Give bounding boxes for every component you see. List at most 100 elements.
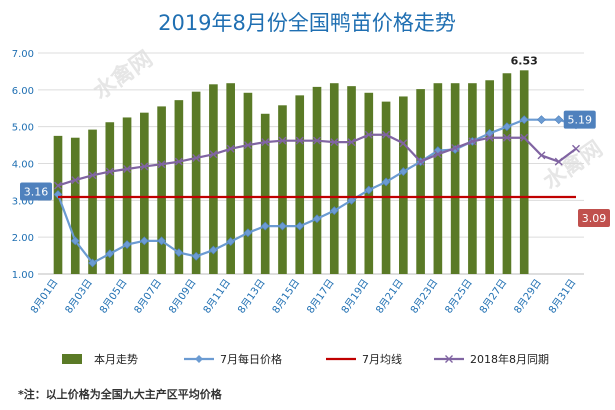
bar bbox=[381, 101, 391, 275]
line-point bbox=[502, 122, 512, 132]
line-point bbox=[295, 136, 304, 145]
bar bbox=[312, 86, 322, 275]
x-tick-label: 8月31日 bbox=[546, 277, 578, 316]
bar bbox=[209, 84, 218, 274]
line-point bbox=[243, 141, 252, 150]
bar bbox=[122, 117, 132, 274]
line-point bbox=[278, 136, 287, 145]
line-point bbox=[537, 115, 546, 125]
line-point bbox=[243, 228, 253, 238]
bar bbox=[260, 113, 270, 275]
bar bbox=[433, 83, 443, 274]
bar bbox=[399, 96, 408, 274]
bar bbox=[191, 91, 201, 274]
line-point bbox=[537, 151, 546, 160]
line-point bbox=[313, 136, 321, 145]
bar bbox=[226, 83, 235, 274]
line-point bbox=[382, 130, 391, 139]
line-point bbox=[364, 185, 374, 195]
y-axis: 1.00 2.00 3.00 4.00 5.00 6.00 7.00 bbox=[12, 49, 34, 281]
line-point bbox=[502, 133, 511, 142]
y-tick-label: 7.00 bbox=[12, 49, 34, 60]
line-point bbox=[70, 236, 80, 246]
legend: 本月走势 7月每日价格 7月均线 2018年8月同期 bbox=[62, 352, 549, 366]
y-tick-label: 1.00 bbox=[12, 270, 34, 281]
y-tick-label: 3.00 bbox=[12, 196, 34, 207]
x-tick-label: 8月11日 bbox=[201, 277, 233, 316]
line-point bbox=[192, 153, 201, 162]
x-tick-label: 8月09日 bbox=[166, 277, 198, 316]
line-point bbox=[208, 245, 218, 255]
line-point bbox=[123, 165, 132, 174]
line-point bbox=[260, 221, 270, 231]
y-tick-label: 6.00 bbox=[12, 86, 34, 97]
watermark-2: 水禽网 bbox=[539, 136, 608, 195]
line-point bbox=[261, 138, 270, 147]
legend-label: 7月均线 bbox=[362, 352, 402, 366]
x-tick-label: 8月29日 bbox=[512, 277, 544, 316]
x-tick-label: 8月27日 bbox=[477, 277, 509, 316]
line-point bbox=[398, 167, 408, 177]
line-point bbox=[347, 138, 356, 147]
bar bbox=[519, 70, 529, 274]
bar bbox=[468, 83, 477, 274]
callout-box bbox=[578, 209, 610, 228]
bar bbox=[416, 89, 425, 274]
x-tick-label: 8月19日 bbox=[339, 277, 371, 316]
bar bbox=[174, 100, 184, 274]
legend-marker bbox=[445, 355, 453, 363]
chart-title: 2019年8月份全国鸭苗价格走势 bbox=[158, 11, 456, 35]
bar bbox=[140, 112, 149, 274]
bar bbox=[53, 135, 63, 274]
bar bbox=[329, 83, 339, 274]
line-point bbox=[105, 167, 114, 176]
x-tick-label: 8月13日 bbox=[235, 277, 267, 316]
x-tick-label: 8月01日 bbox=[28, 277, 60, 316]
callout-box bbox=[563, 110, 596, 129]
line-point bbox=[226, 144, 235, 153]
bar bbox=[243, 92, 253, 274]
bar bbox=[70, 137, 80, 274]
bar bbox=[347, 86, 356, 275]
callout-box bbox=[20, 182, 52, 201]
line-point bbox=[554, 115, 564, 125]
line-point bbox=[330, 138, 339, 147]
legend-label: 2018年8月同期 bbox=[470, 352, 549, 366]
line-point bbox=[191, 251, 201, 261]
line-point bbox=[329, 206, 339, 216]
line-point bbox=[71, 176, 80, 185]
x-tick-label: 8月17日 bbox=[304, 277, 336, 316]
y-tick-label: 4.00 bbox=[12, 160, 34, 171]
x-tick-label: 8月05日 bbox=[97, 277, 129, 316]
bar-value-label: 6.53 bbox=[511, 54, 538, 67]
line-point bbox=[157, 160, 166, 169]
bar bbox=[485, 80, 494, 274]
x-tick-label: 8月07日 bbox=[132, 277, 164, 316]
line-point bbox=[468, 137, 477, 146]
x-tick-label: 8月23日 bbox=[408, 277, 440, 316]
bar bbox=[278, 105, 287, 274]
bar bbox=[88, 129, 97, 274]
line-point bbox=[140, 162, 149, 171]
line-point bbox=[554, 157, 563, 166]
line-point bbox=[364, 130, 373, 139]
line-point bbox=[88, 171, 97, 180]
x-tick-label: 8月03日 bbox=[63, 277, 95, 316]
legend-swatch bbox=[62, 354, 82, 364]
bar bbox=[105, 122, 115, 274]
x-tick-label: 8月25日 bbox=[443, 277, 475, 316]
line-point bbox=[278, 221, 287, 231]
line-point bbox=[451, 144, 460, 153]
bar bbox=[450, 83, 460, 274]
line-point bbox=[105, 249, 115, 259]
bar bbox=[295, 95, 305, 274]
line-point bbox=[139, 236, 149, 246]
line-point bbox=[520, 133, 529, 142]
callout-label: 5.19 bbox=[567, 114, 592, 127]
line-point bbox=[174, 248, 184, 258]
watermark-1: 水禽网 bbox=[89, 46, 158, 105]
line-point bbox=[485, 133, 494, 142]
line-point bbox=[295, 221, 305, 231]
line-point bbox=[416, 157, 425, 166]
